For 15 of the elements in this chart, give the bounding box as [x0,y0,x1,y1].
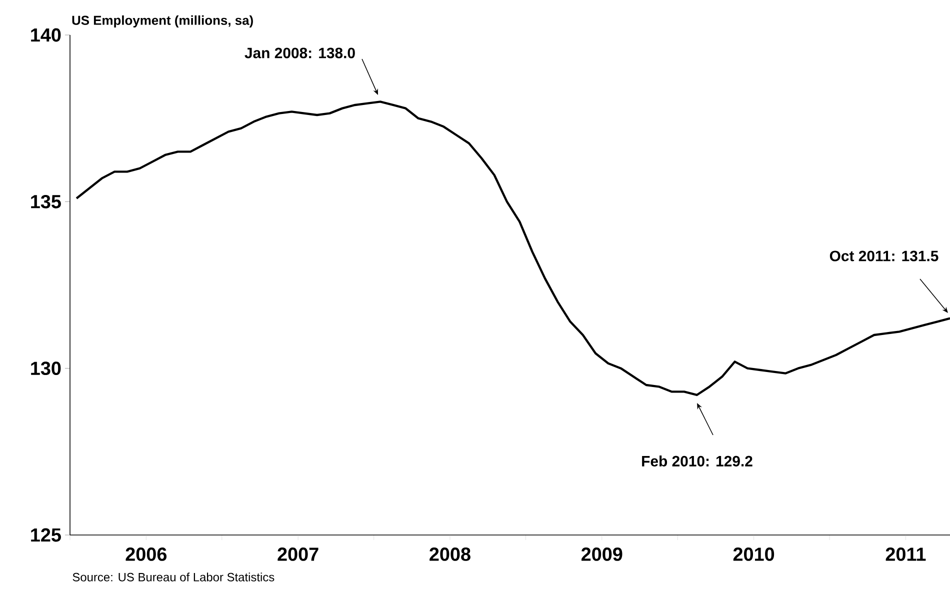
x-tick-label: 2007 [278,548,318,561]
y-tick-label: 140 [31,28,61,42]
annotation: Feb 2010: 129.2 [642,456,752,466]
y-tick-label: 125 [31,528,61,542]
y-tick-label: 135 [31,194,61,208]
x-tick-label: 2011 [886,548,926,561]
annotation: Jan 2008: 138.0 [244,48,355,58]
y-tick-label: 130 [31,362,61,376]
annotation: Oct 2011: 131.5 [830,250,938,262]
y-axis-title: US Employment (millions, sa) [72,15,253,28]
x-tick-label: 2010 [733,548,774,561]
x-tick-label: 2006 [126,548,167,561]
source-note: Source: US Bureau of Labor Statistics [72,572,274,582]
x-tick-label: 2008 [430,548,470,561]
x-tick-label: 2009 [581,548,622,561]
